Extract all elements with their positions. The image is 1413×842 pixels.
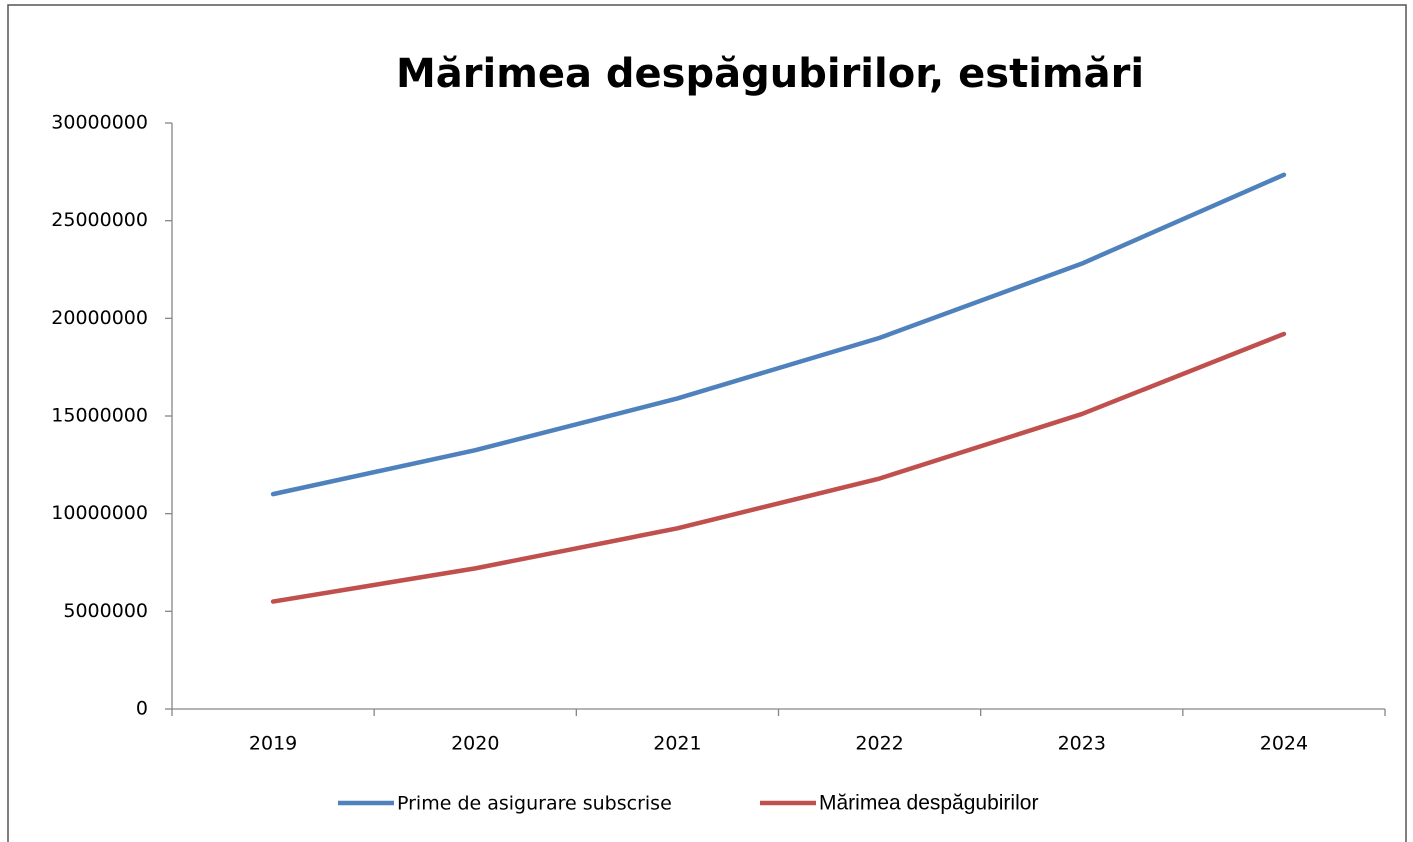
chart-title: Mărimea despăgubirilor, estimări (396, 51, 1144, 97)
x-tick-label: 2022 (855, 733, 903, 755)
chart-frame (7, 4, 1407, 842)
y-tick-label: 25000000 (51, 209, 148, 231)
legend-label: Mărimea despăgubirilor (819, 792, 1038, 815)
y-tick-label: 5000000 (63, 600, 148, 622)
x-tick-label: 2021 (653, 733, 701, 755)
line-series (270, 331, 1287, 604)
line-series (270, 172, 1287, 497)
y-tick-label: 10000000 (51, 502, 148, 524)
x-tick-label: 2024 (1260, 733, 1308, 755)
x-tick-label: 2023 (1058, 733, 1106, 755)
x-tick-label: 2019 (249, 733, 297, 755)
y-tick-label: 20000000 (51, 307, 148, 329)
y-tick-label: 30000000 (51, 112, 148, 134)
y-tick-label: 0 (136, 698, 148, 720)
legend-label: Prime de asigurare subscrise (397, 793, 672, 815)
x-tick-label: 2020 (451, 733, 499, 755)
y-tick-label: 15000000 (51, 405, 148, 427)
